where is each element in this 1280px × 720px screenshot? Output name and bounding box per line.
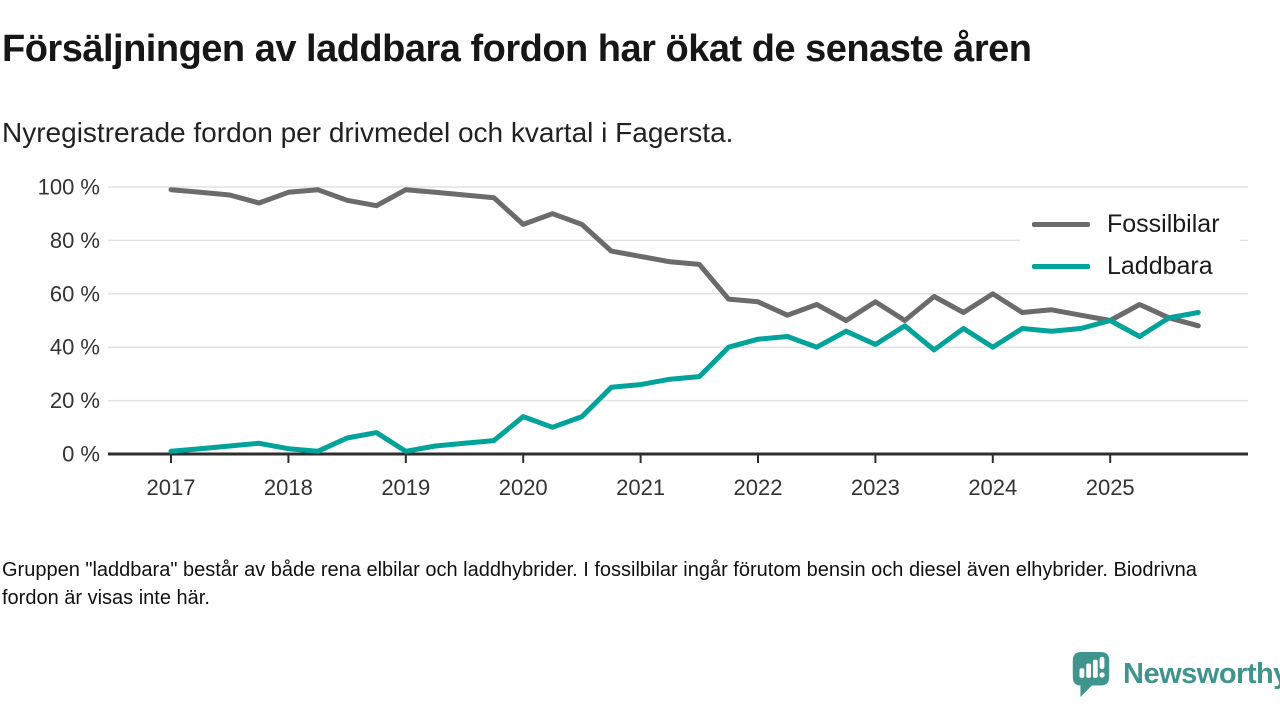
chart-footnote: Gruppen "laddbara" består av både rena e… <box>2 559 1197 609</box>
legend-label: Laddbara <box>1107 251 1213 280</box>
legend-item-laddbara: Laddbara <box>1020 246 1240 286</box>
svg-text:20 %: 20 % <box>50 388 100 413</box>
svg-text:2020: 2020 <box>499 475 548 500</box>
svg-text:60 %: 60 % <box>50 281 100 306</box>
legend-label: Fossilbilar <box>1107 209 1220 238</box>
newsworthy-wordmark: Newsworthy <box>1123 658 1280 690</box>
chart-subtitle: Nyregistrerade fordon per drivmedel och … <box>2 117 734 148</box>
svg-text:2018: 2018 <box>264 475 313 500</box>
newsworthy-logo: Newsworthy <box>1068 649 1280 700</box>
svg-text:2017: 2017 <box>147 475 196 500</box>
svg-text:2025: 2025 <box>1086 475 1135 500</box>
chart-title: Försäljningen av laddbara fordon har öka… <box>2 28 1032 70</box>
svg-text:40 %: 40 % <box>50 335 100 360</box>
chart-legend: Fossilbilar Laddbara <box>1020 203 1240 287</box>
svg-text:2023: 2023 <box>851 475 900 500</box>
line-chart: 0 % 20 % 40 % 60 % 80 % 100 % 2017 2018 2019 2020… <box>38 175 1248 500</box>
svg-text:2019: 2019 <box>381 475 430 500</box>
svg-text:2024: 2024 <box>968 475 1017 500</box>
newsworthy-speech-bubble-chart-icon <box>1072 651 1110 698</box>
svg-text:100 %: 100 % <box>38 175 100 200</box>
svg-text:80 %: 80 % <box>50 228 100 253</box>
svg-text:2022: 2022 <box>734 475 783 500</box>
fossilbilar-line-swatch <box>1032 221 1090 227</box>
legend-item-fossilbilar: Fossilbilar <box>1020 204 1240 244</box>
svg-text:0 %: 0 % <box>62 442 100 467</box>
laddbara-line-swatch <box>1032 263 1090 269</box>
svg-text:2021: 2021 <box>616 475 665 500</box>
